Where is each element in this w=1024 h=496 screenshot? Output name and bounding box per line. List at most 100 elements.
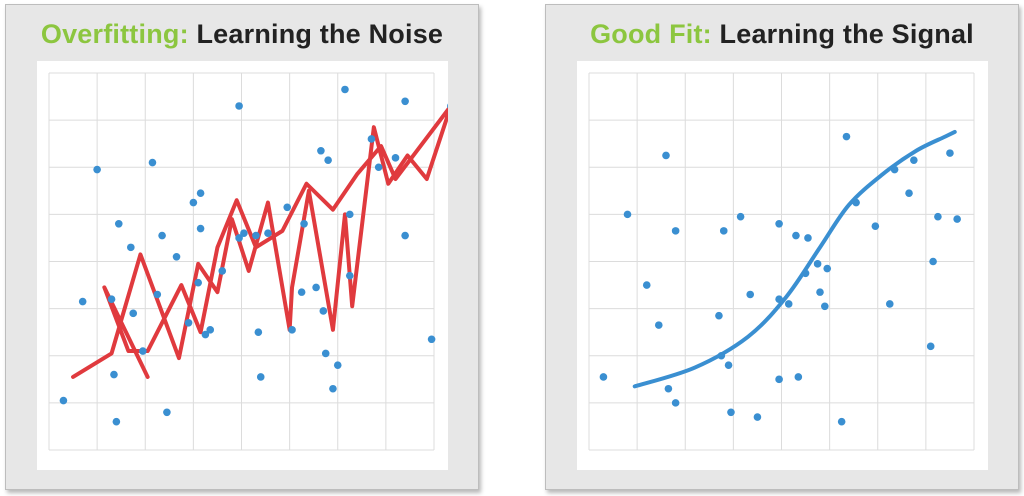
overfitting-data-point bbox=[345, 271, 354, 280]
good-fit-data-point bbox=[717, 351, 726, 360]
good-fit-data-point bbox=[719, 227, 728, 235]
overfitting-data-point bbox=[201, 330, 210, 339]
overfitting-data-point bbox=[321, 349, 330, 358]
good-fit-data-point bbox=[953, 215, 961, 223]
overfitting-data-point bbox=[148, 158, 157, 167]
overfitting-data-point bbox=[317, 146, 325, 155]
good-fit-data-point bbox=[664, 384, 673, 393]
overfitting-data-point bbox=[206, 326, 215, 334]
good-fit-chart bbox=[588, 72, 975, 451]
overfitting-data-point bbox=[163, 408, 171, 417]
overfitting-data-point bbox=[107, 295, 116, 303]
overfitting-data-point bbox=[288, 326, 296, 334]
overfitting-title-rest: Learning the Noise bbox=[188, 19, 444, 49]
overfitting-data-point bbox=[391, 154, 400, 162]
good-fit-data-point bbox=[775, 375, 783, 384]
overfitting-data-point bbox=[264, 229, 272, 238]
good-fit-data-point bbox=[724, 361, 733, 369]
overfitting-data-point bbox=[345, 210, 354, 219]
overfitting-data-point bbox=[153, 290, 162, 299]
good-fit-data-point bbox=[804, 234, 812, 242]
good-fit-title-accent: Good Fit: bbox=[590, 19, 712, 49]
overfitting-data-point bbox=[139, 347, 147, 355]
good-fit-data-point bbox=[775, 295, 783, 303]
overfitting-data-point bbox=[329, 384, 337, 393]
overfitting-data-point bbox=[127, 243, 135, 252]
overfitting-data-point bbox=[196, 224, 205, 233]
good-fit-data-point bbox=[671, 227, 680, 235]
overfitting-data-point bbox=[401, 97, 409, 106]
overfitting-data-point bbox=[189, 198, 198, 207]
good-fit-data-point bbox=[837, 417, 846, 426]
overfitting-data-point bbox=[129, 309, 138, 318]
good-fit-data-point bbox=[905, 189, 913, 197]
good-fit-data-point bbox=[910, 156, 918, 164]
overfitting-data-point bbox=[93, 165, 101, 174]
overfitting-data-point bbox=[283, 203, 292, 212]
good-fit-data-point bbox=[775, 220, 783, 228]
overfitting-data-point bbox=[110, 370, 118, 379]
overfitting-data-point bbox=[194, 278, 202, 287]
overfitting-data-point bbox=[447, 103, 448, 109]
overfitting-data-point bbox=[324, 156, 332, 164]
overfitting-data-point bbox=[300, 220, 308, 228]
good-fit-data-point bbox=[871, 222, 880, 230]
good-fit-data-point bbox=[821, 302, 829, 311]
good-fit-data-point bbox=[599, 373, 608, 381]
overfitting-data-point bbox=[78, 297, 87, 306]
overfitting-title-accent: Overfitting: bbox=[40, 19, 189, 49]
overfitting-data-point bbox=[114, 220, 123, 228]
overfitting-chart bbox=[48, 72, 448, 451]
overfitting-data-point bbox=[235, 102, 243, 110]
good-fit-fit-line bbox=[632, 129, 957, 389]
overfitting-data-point bbox=[374, 163, 383, 172]
good-fit-data-point bbox=[929, 257, 937, 266]
overfitting-data-point bbox=[367, 135, 376, 143]
overfitting-data-point bbox=[333, 361, 342, 369]
overfitting-data-point bbox=[341, 85, 349, 94]
good-fit-data-point bbox=[642, 281, 651, 289]
good-fit-data-point bbox=[890, 165, 899, 174]
good-fit-data-point bbox=[784, 300, 793, 308]
good-fit-data-point bbox=[946, 149, 954, 157]
overfitting-data-point bbox=[59, 396, 68, 405]
good-fit-data-point bbox=[813, 260, 822, 268]
good-fit-data-point bbox=[885, 300, 894, 308]
overfitting-data-point bbox=[112, 417, 121, 426]
good-fit-title-rest: Learning the Signal bbox=[711, 19, 974, 49]
overfitting-fit-line bbox=[71, 106, 448, 379]
overfitting-data-point bbox=[297, 288, 306, 296]
overfitting-data-point bbox=[254, 328, 263, 336]
good-fit-data-point bbox=[794, 373, 803, 381]
good-fit-title: Good Fit: Learning the Signal bbox=[546, 19, 1018, 50]
good-fit-data-point bbox=[852, 198, 860, 207]
good-fit-data-point bbox=[727, 408, 735, 417]
overfitting-data-point bbox=[218, 267, 227, 275]
overfitting-data-point bbox=[196, 189, 205, 197]
overfitting-data-point bbox=[252, 231, 260, 240]
good-fit-data-point bbox=[801, 269, 810, 278]
good-fit-data-point bbox=[662, 151, 670, 160]
overfitting-data-point bbox=[427, 335, 436, 344]
overfitting-data-point bbox=[256, 373, 265, 381]
overfitting-data-point bbox=[158, 231, 166, 240]
overfitting-data-point bbox=[184, 318, 193, 327]
good-fit-data-point bbox=[753, 413, 762, 421]
overfitting-plot-area bbox=[37, 61, 448, 470]
good-fit-data-point bbox=[934, 212, 942, 221]
overfitting-data-point bbox=[319, 307, 328, 315]
overfitting-data-point bbox=[312, 283, 320, 292]
good-fit-panel: Good Fit: Learning the Signal bbox=[545, 4, 1019, 490]
overfitting-data-point bbox=[401, 231, 409, 240]
good-fit-data-point bbox=[671, 399, 680, 407]
good-fit-plot-area bbox=[577, 61, 988, 470]
good-fit-data-point bbox=[715, 311, 723, 320]
overfitting-data-point bbox=[240, 229, 248, 238]
good-fit-data-point bbox=[792, 231, 800, 240]
good-fit-data-point bbox=[926, 342, 935, 351]
good-fit-data-point bbox=[816, 288, 824, 296]
good-fit-data-point bbox=[736, 212, 745, 221]
good-fit-data-point bbox=[623, 210, 632, 219]
good-fit-data-point bbox=[823, 264, 832, 273]
good-fit-data-point bbox=[842, 132, 851, 141]
